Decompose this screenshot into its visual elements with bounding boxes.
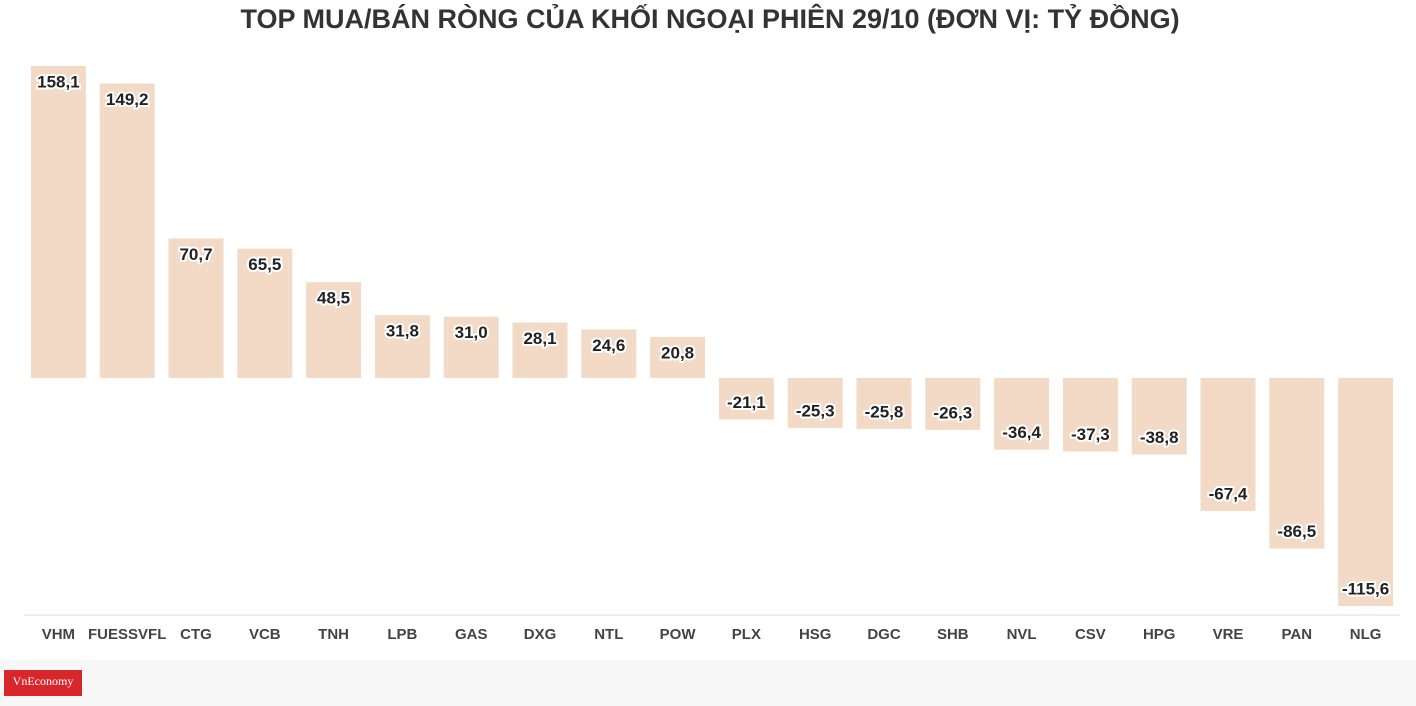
value-label: -21,1 xyxy=(727,393,766,412)
x-tick-label: PLX xyxy=(732,626,761,643)
value-label: 28,1 xyxy=(523,329,556,348)
x-tick-label: GAS xyxy=(455,626,488,643)
x-tick-label: VHM xyxy=(42,626,75,643)
x-tick-label: NLG xyxy=(1350,626,1382,643)
value-label: 70,7 xyxy=(179,245,212,264)
x-tick-label: HPG xyxy=(1143,626,1176,643)
bar xyxy=(994,377,1050,450)
footer-band xyxy=(0,660,1416,706)
x-tick-label: FUESSVFL xyxy=(88,626,166,643)
bar xyxy=(99,83,155,378)
x-tick-label: PAN xyxy=(1282,626,1313,643)
bar xyxy=(1062,377,1118,452)
value-label: -36,4 xyxy=(1002,423,1041,442)
value-label: 65,5 xyxy=(248,255,281,274)
x-tick-label: CTG xyxy=(180,626,212,643)
bar xyxy=(856,377,912,429)
bar xyxy=(1200,377,1256,511)
bar xyxy=(581,329,637,378)
value-label: 149,2 xyxy=(106,90,149,109)
value-label: 24,6 xyxy=(592,336,625,355)
bar xyxy=(650,336,706,378)
bar xyxy=(1338,377,1394,606)
logo-box xyxy=(4,670,82,696)
x-tick-label: NTL xyxy=(594,626,623,643)
x-tick-label: HSG xyxy=(799,626,832,643)
bar xyxy=(443,316,499,378)
bar xyxy=(1131,377,1187,455)
logo: VnEconomy xyxy=(13,674,74,688)
x-tick-label: VCB xyxy=(249,626,281,643)
bar xyxy=(168,238,224,378)
chart-title: TOP MUA/BÁN RÒNG CỦA KHỐI NGOẠI PHIÊN 29… xyxy=(240,2,1179,34)
bar xyxy=(925,377,981,430)
bar xyxy=(374,315,430,378)
x-tick-label: NVL xyxy=(1007,626,1037,643)
value-label: 20,8 xyxy=(661,343,694,362)
x-tick-label: DGC xyxy=(867,626,901,643)
value-label: -86,5 xyxy=(1277,522,1316,541)
value-label: -115,6 xyxy=(1342,579,1389,598)
value-label: 31,8 xyxy=(386,322,419,341)
value-label: 48,5 xyxy=(317,289,350,308)
bar xyxy=(718,377,774,420)
value-label: 31,0 xyxy=(455,323,488,342)
x-tick-label: DXG xyxy=(524,626,557,643)
bar xyxy=(1269,377,1325,549)
bar xyxy=(30,66,86,378)
value-label: -25,3 xyxy=(796,401,835,420)
x-tick-label: SHB xyxy=(937,626,969,643)
value-label: -67,4 xyxy=(1209,484,1248,503)
bar xyxy=(237,248,293,378)
x-tick-label: VRE xyxy=(1213,626,1244,643)
bar xyxy=(512,322,568,378)
value-label: -26,3 xyxy=(933,403,972,422)
x-tick-label: CSV xyxy=(1075,626,1106,643)
value-label: 158,1 xyxy=(37,72,80,91)
x-tick-label: POW xyxy=(660,626,697,643)
bar xyxy=(306,282,362,378)
value-label: -37,3 xyxy=(1071,425,1110,444)
bar xyxy=(787,377,843,428)
x-tick-label: LPB xyxy=(387,626,417,643)
value-label: -38,8 xyxy=(1140,428,1179,447)
value-label: -25,8 xyxy=(865,402,904,421)
x-tick-label: TNH xyxy=(318,626,349,643)
